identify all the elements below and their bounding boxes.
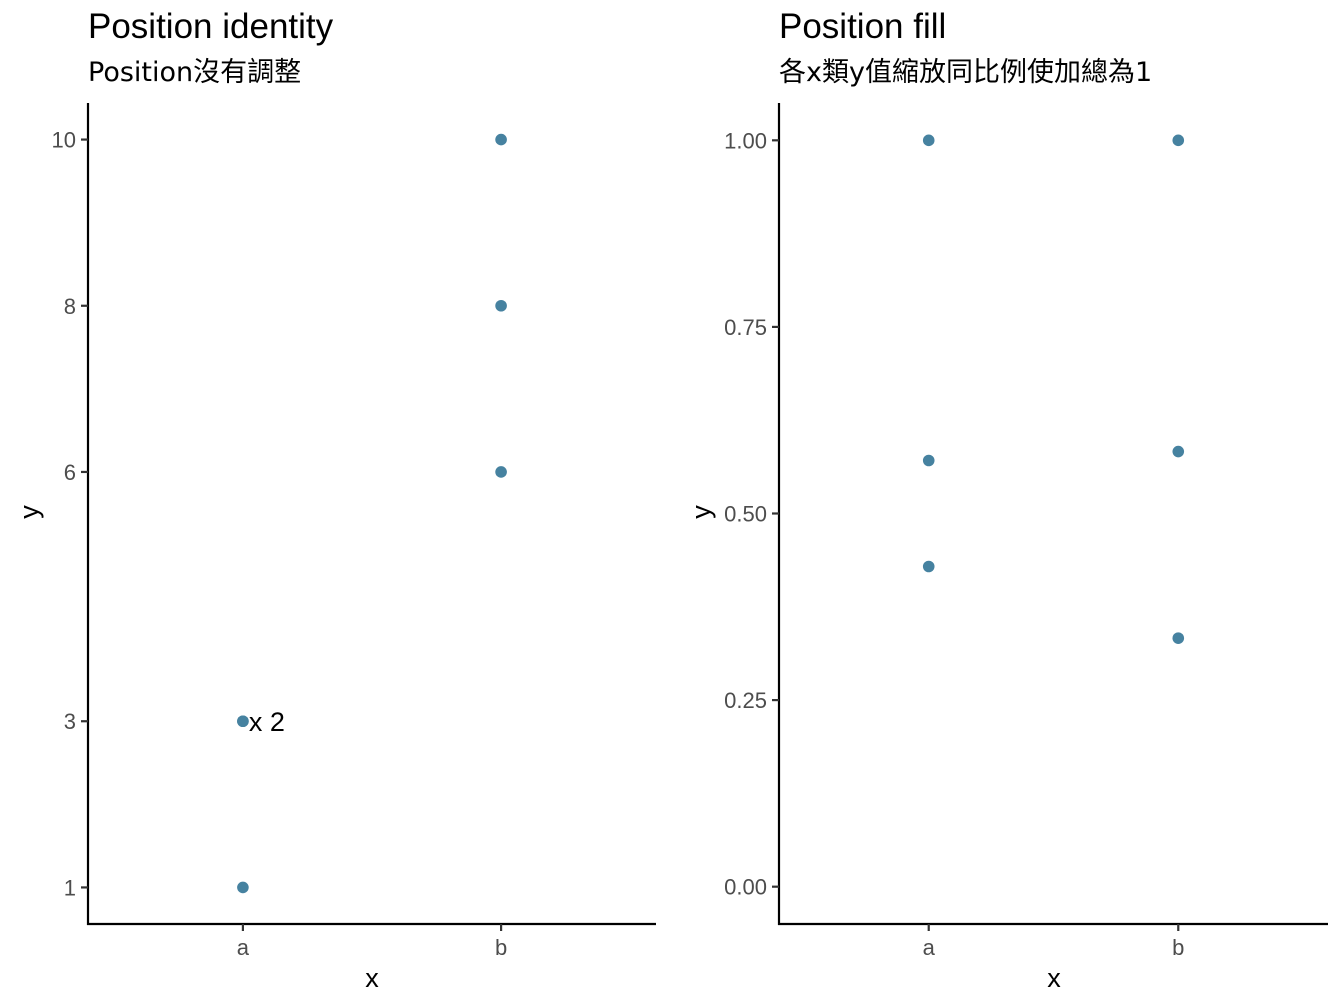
- y-tick-label: 8: [64, 294, 76, 319]
- data-point: [237, 715, 249, 728]
- chart-title: Position identity: [88, 7, 334, 46]
- chart-subtitle: 各x類y值縮放同比例使加總為1: [779, 57, 1152, 88]
- data-point: [922, 134, 935, 147]
- point-annotation: x 2: [249, 707, 285, 737]
- chart-subtitle: Position沒有調整: [88, 57, 301, 88]
- chart-title: Position fill: [779, 7, 946, 46]
- x-tick-label: b: [495, 935, 507, 960]
- chart-panel-position-fill: Position fill 各x類y值縮放同比例使加總為1 y x 0.000.…: [686, 7, 1328, 993]
- y-tick-label: 6: [64, 460, 76, 485]
- data-point: [1172, 134, 1185, 147]
- data-point: [237, 881, 249, 894]
- data-point: [495, 133, 507, 146]
- x-tick-label: b: [1172, 935, 1184, 960]
- y-tick-label: 0.75: [724, 315, 767, 340]
- y-axis-title: y: [686, 505, 716, 519]
- y-tick-label: 0.00: [724, 875, 767, 900]
- data-point: [495, 466, 507, 478]
- data-point: [1172, 632, 1185, 644]
- y-tick-label: 10: [52, 128, 76, 153]
- chart-panel-position-identity: Position identity Position沒有調整 y x 13681…: [14, 7, 656, 993]
- y-tick-label: 0.25: [724, 688, 767, 713]
- y-tick-label: 1.00: [724, 128, 767, 153]
- x-tick-label: a: [923, 935, 936, 960]
- data-point: [495, 299, 507, 312]
- data-point: [922, 454, 935, 467]
- y-tick-label: 3: [64, 709, 76, 734]
- y-tick-label: 1: [64, 875, 76, 900]
- data-point: [922, 560, 935, 573]
- x-tick-label: a: [237, 935, 250, 960]
- x-axis-title: x: [365, 963, 379, 993]
- plot-area: 1 3 6 8 10 a b x 2: [52, 103, 656, 960]
- data-point: [1172, 445, 1185, 458]
- x-axis-title: x: [1047, 963, 1061, 993]
- y-axis-title: y: [14, 505, 44, 519]
- plot-area: 0.00 0.25 0.50 0.75 1.00 a b: [724, 103, 1328, 960]
- y-tick-label: 0.50: [724, 502, 767, 527]
